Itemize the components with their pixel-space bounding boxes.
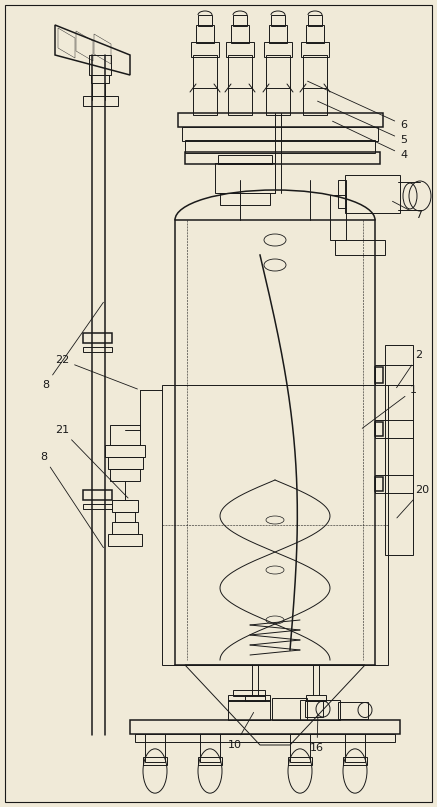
- Bar: [115, 512, 135, 522]
- Bar: [306, 25, 324, 43]
- Bar: [272, 698, 307, 720]
- Bar: [338, 180, 346, 208]
- Bar: [271, 15, 285, 26]
- Bar: [191, 42, 219, 57]
- Text: 4: 4: [333, 121, 407, 160]
- Bar: [105, 445, 145, 457]
- Bar: [145, 734, 165, 762]
- Bar: [198, 15, 212, 26]
- Bar: [345, 734, 365, 762]
- Bar: [335, 240, 385, 255]
- Bar: [228, 55, 252, 115]
- Bar: [264, 42, 292, 57]
- Bar: [226, 42, 254, 57]
- Bar: [185, 140, 375, 153]
- Bar: [89, 55, 111, 75]
- Bar: [112, 500, 138, 512]
- Bar: [290, 734, 310, 762]
- Bar: [306, 695, 326, 701]
- Text: 10: 10: [228, 713, 253, 750]
- Bar: [343, 757, 367, 765]
- Bar: [110, 469, 140, 481]
- Bar: [375, 422, 383, 436]
- Bar: [269, 25, 287, 43]
- Bar: [233, 15, 247, 26]
- Bar: [182, 127, 378, 141]
- Bar: [193, 55, 217, 115]
- Text: 8: 8: [42, 303, 104, 390]
- Text: 1: 1: [362, 385, 417, 429]
- Bar: [91, 75, 109, 83]
- Bar: [345, 175, 400, 213]
- Bar: [83, 504, 112, 509]
- Bar: [266, 55, 290, 115]
- Bar: [185, 152, 380, 164]
- Bar: [301, 42, 329, 57]
- Bar: [218, 155, 272, 164]
- Text: 2: 2: [396, 350, 422, 387]
- Bar: [108, 534, 142, 546]
- Bar: [385, 345, 413, 555]
- Text: 21: 21: [55, 425, 128, 498]
- Bar: [308, 15, 322, 26]
- Bar: [162, 385, 388, 665]
- Bar: [375, 420, 413, 438]
- Bar: [375, 365, 413, 385]
- Bar: [288, 757, 312, 765]
- Bar: [83, 490, 112, 500]
- Bar: [200, 734, 220, 762]
- Bar: [215, 163, 275, 193]
- Bar: [338, 702, 368, 719]
- Text: 6: 6: [308, 82, 407, 130]
- Bar: [198, 757, 222, 765]
- Text: 5: 5: [318, 101, 407, 145]
- Text: 7: 7: [392, 201, 422, 220]
- Bar: [228, 700, 270, 720]
- Bar: [130, 720, 400, 734]
- Bar: [220, 193, 270, 205]
- Bar: [196, 25, 214, 43]
- Bar: [330, 195, 346, 240]
- Bar: [178, 113, 383, 127]
- Bar: [245, 695, 265, 701]
- Bar: [228, 695, 270, 701]
- Bar: [83, 347, 112, 352]
- Bar: [108, 457, 143, 469]
- Bar: [83, 333, 112, 343]
- Bar: [112, 522, 138, 534]
- Text: 20: 20: [397, 485, 429, 518]
- Bar: [300, 700, 340, 720]
- Bar: [135, 734, 395, 742]
- Bar: [110, 425, 140, 445]
- Text: 8: 8: [40, 452, 104, 548]
- Bar: [375, 475, 413, 493]
- Bar: [83, 96, 118, 106]
- Bar: [303, 55, 327, 115]
- Text: 16: 16: [310, 715, 324, 753]
- Bar: [375, 477, 383, 491]
- Bar: [305, 701, 323, 717]
- Bar: [231, 25, 249, 43]
- Bar: [233, 690, 265, 696]
- Text: 22: 22: [55, 355, 137, 389]
- Bar: [375, 367, 383, 383]
- Bar: [143, 757, 167, 765]
